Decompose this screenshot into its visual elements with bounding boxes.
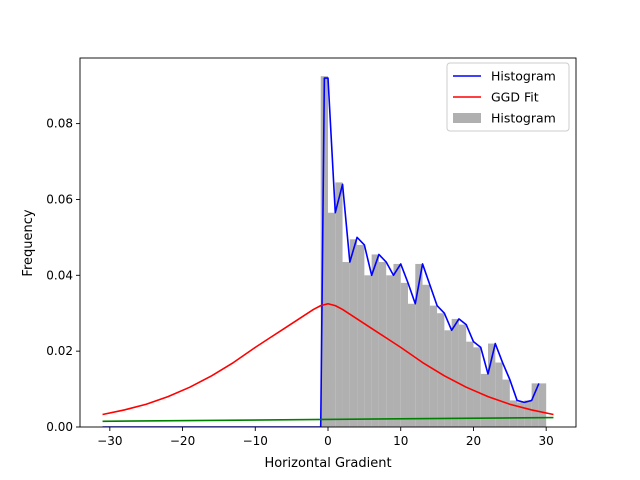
- histogram-bar: [349, 239, 358, 427]
- histogram-bar: [320, 76, 328, 427]
- histogram-bar: [458, 324, 467, 427]
- histogram-line: [102, 77, 540, 427]
- histogram-bar: [517, 402, 525, 427]
- legend-swatch: [453, 113, 481, 123]
- histogram-bar: [415, 263, 423, 427]
- legend-label: GGD Fit: [491, 90, 539, 105]
- y-tick-label: 0.08: [46, 117, 73, 131]
- histogram-bar: [408, 303, 416, 427]
- legend: Histogram GGD Fit Histogram: [446, 62, 570, 132]
- histogram-bar: [437, 313, 445, 427]
- x-tick-label: −30: [97, 434, 122, 448]
- axes: −30 −20 −10 0 10 20 30 0.00 0.02 0.04 0.06 0.08: [46, 57, 577, 448]
- histogram-bar: [495, 362, 503, 427]
- histogram-bar: [386, 275, 394, 427]
- histogram-bar: [400, 282, 408, 427]
- histogram-bar: [451, 318, 459, 427]
- histogram-bar: [509, 400, 518, 427]
- y-axis-label: Frequency: [21, 209, 36, 276]
- histogram-bar: [364, 275, 372, 427]
- x-tick-label: −10: [243, 434, 268, 448]
- histogram-bar: [357, 244, 365, 427]
- histogram-bar: [422, 284, 430, 427]
- plot-area: [102, 76, 554, 427]
- histogram-bar: [378, 262, 387, 427]
- x-tick-label: 30: [539, 434, 554, 448]
- y-tick-label: 0.00: [46, 420, 73, 434]
- histogram-bar: [371, 254, 379, 427]
- histogram-bar: [473, 347, 481, 427]
- x-tick-label: 10: [393, 434, 408, 448]
- histogram-bar: [466, 341, 474, 427]
- x-tick-label: 20: [466, 434, 481, 448]
- legend-label: Histogram: [491, 69, 556, 84]
- y-tick-label: 0.02: [46, 344, 73, 358]
- x-tick-label: −20: [170, 434, 195, 448]
- legend-label: Histogram: [491, 111, 556, 126]
- histogram-bar: [480, 373, 488, 427]
- histogram-bar: [488, 343, 496, 427]
- histogram-bar: [429, 305, 438, 427]
- histogram-bar: [538, 383, 547, 427]
- histogram-bar: [444, 330, 452, 427]
- histogram-bar: [524, 400, 532, 427]
- y-tick-label: 0.06: [46, 192, 73, 206]
- green-line: [102, 416, 554, 423]
- histogram-bar: [328, 212, 336, 427]
- x-axis-label: Horizontal Gradient: [264, 456, 391, 471]
- ggd-fit-line: [102, 302, 554, 416]
- x-tick-label: 0: [324, 434, 332, 448]
- histogram-bar: [335, 182, 343, 427]
- histogram-bar: [342, 262, 350, 427]
- y-tick-label: 0.04: [46, 268, 73, 282]
- histogram-bar: [531, 383, 539, 427]
